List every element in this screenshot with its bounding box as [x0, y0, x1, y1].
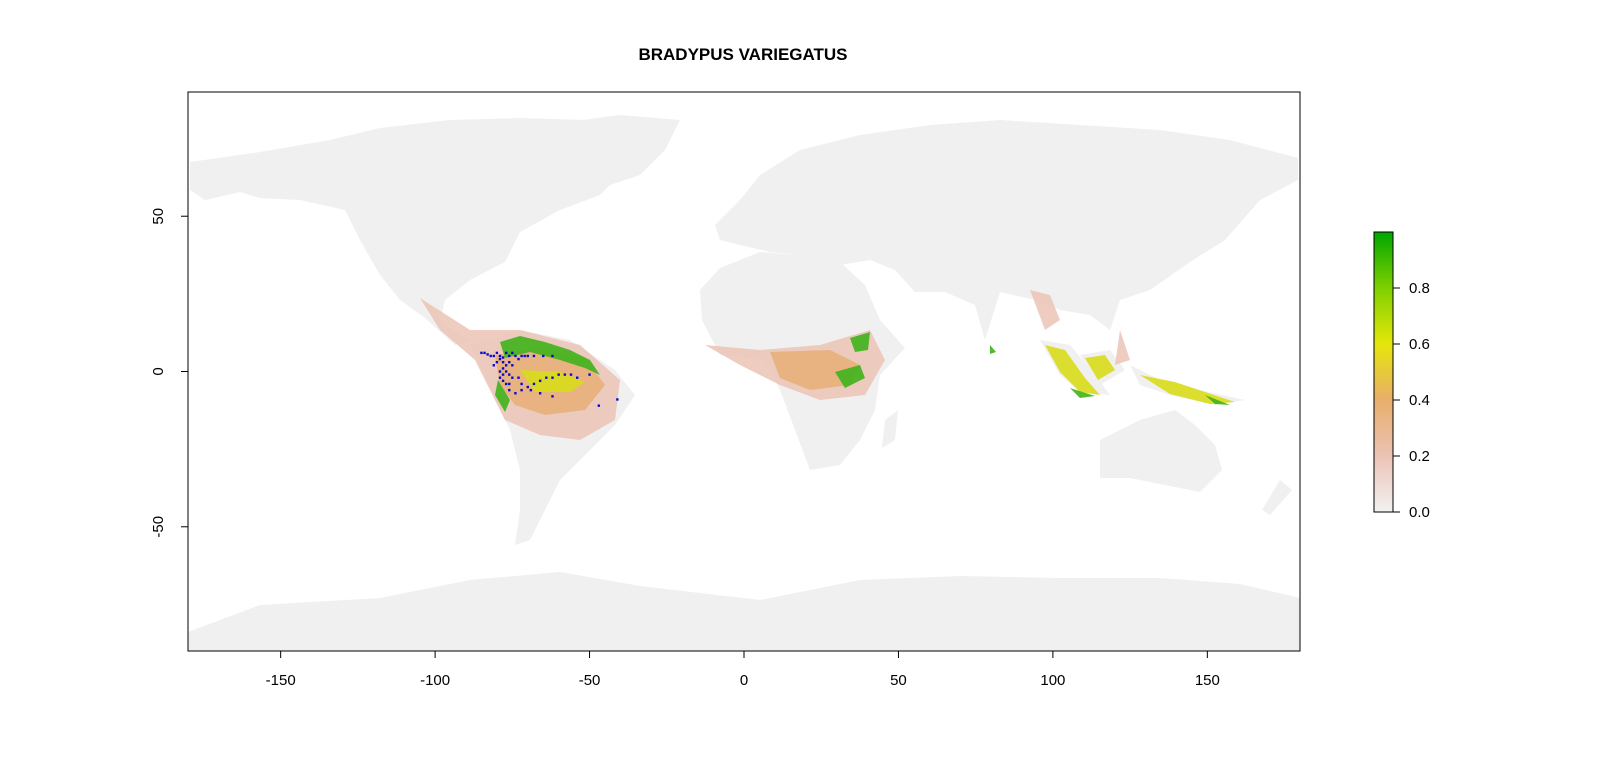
suitability-top-south-america: [495, 336, 600, 412]
occurrence-point: [542, 354, 545, 358]
landmass-north-america: [190, 118, 640, 345]
occurrence-point: [508, 388, 511, 392]
occurrence-point: [504, 351, 508, 355]
occurrence-point: [511, 351, 514, 355]
y-tick-label: -50: [150, 516, 167, 538]
occurrence-point: [483, 351, 486, 355]
landmass-antarctica: [188, 572, 1300, 651]
occurrence-point: [545, 376, 548, 379]
map-title: BRADYPUS VARIEGATUS: [638, 45, 847, 64]
x-axis: -150 -100 -50 0 50 100 150: [266, 650, 1220, 689]
occurrence-point: [551, 354, 554, 358]
occurrence-point: [597, 404, 601, 407]
occurrence-point: [532, 382, 536, 386]
occurrence-point: [538, 392, 542, 395]
landmass-madagascar: [882, 410, 898, 448]
occurrence-point: [489, 354, 492, 358]
occurrence-point: [551, 395, 554, 398]
landmass-greenland: [545, 115, 680, 185]
occurrence-point: [538, 379, 542, 383]
landmass-eurasia: [715, 120, 1298, 340]
legend-color-bar: [1373, 231, 1394, 513]
map-layer: [188, 115, 1300, 651]
occurrence-point: [517, 357, 520, 361]
occurrence-point: [520, 354, 523, 358]
legend-tick-label: 0.6: [1409, 336, 1430, 353]
occurrence-point: [569, 373, 573, 376]
occurrence-point: [501, 360, 505, 364]
suitability-mid-africa: [770, 350, 860, 390]
occurrence-point: [526, 385, 529, 389]
occurrence-point: [557, 373, 560, 376]
occurrence-point: [511, 364, 514, 367]
occurrence-point: [563, 373, 567, 376]
occurrence-point: [501, 373, 505, 376]
occurrence-point: [508, 360, 511, 364]
x-tick-label: 100: [1040, 672, 1065, 689]
occurrence-point: [498, 357, 502, 361]
landmass-australia: [1100, 410, 1222, 492]
occurrence-point: [501, 356, 505, 359]
occurrence-point: [588, 373, 591, 376]
occurrence-point: [532, 354, 536, 358]
occurrence-point: [504, 364, 508, 367]
suitability-low-asia: [1030, 290, 1130, 365]
suitability-high-asia: [1045, 345, 1235, 404]
y-axis: -50 0 50: [150, 208, 189, 538]
y-tick-label: 0: [150, 367, 167, 375]
occurrence-point: [523, 354, 526, 358]
x-tick-label: -150: [266, 672, 296, 689]
occurrence-point: [526, 354, 529, 358]
occurrence-point: [551, 376, 554, 379]
occurrence-point: [508, 382, 511, 386]
occurrence-point: [492, 364, 495, 367]
occurrence-point: [486, 353, 489, 356]
legend-tick-label: 0.4: [1409, 392, 1430, 409]
occurrence-point: [504, 370, 508, 373]
occurrence-point: [495, 351, 499, 355]
occurrence-point: [508, 354, 511, 358]
legend-ticks: 0.0 0.2 0.4 0.6 0.8: [1393, 280, 1430, 521]
occurrence-point: [492, 354, 495, 358]
occurrence-point: [616, 398, 619, 401]
occurrence-point: [514, 354, 517, 358]
occurrence-point: [508, 373, 511, 376]
occurrence-point: [504, 382, 508, 386]
occurrence-point: [520, 388, 523, 392]
occurrence-point: [529, 388, 533, 392]
legend-tick-label: 0.8: [1409, 280, 1430, 297]
x-tick-label: 150: [1195, 672, 1220, 689]
x-tick-label: -50: [579, 672, 601, 689]
x-tick-label: -100: [420, 672, 450, 689]
legend-tick-label: 0.0: [1409, 504, 1430, 521]
legend-tick-label: 0.2: [1409, 448, 1430, 465]
occurrence-point: [498, 354, 502, 358]
occurrence-point: [498, 370, 502, 373]
occurrence-point: [501, 367, 505, 370]
occurrence-point: [514, 392, 517, 395]
occurrence-point: [520, 382, 523, 386]
x-tick-label: 50: [890, 672, 907, 689]
occurrence-point: [511, 376, 514, 379]
suitability-top-africa: [835, 332, 870, 388]
x-tick-label: 0: [740, 672, 748, 689]
occurrence-point: [501, 379, 505, 383]
suitability-high-south-america: [520, 370, 585, 392]
occurrence-point: [495, 360, 499, 364]
landmass-new-zealand: [1262, 480, 1292, 515]
occurrence-point: [517, 376, 520, 379]
occurrence-point: [480, 351, 483, 355]
occurrence-points: [480, 351, 619, 407]
y-tick-label: 50: [150, 208, 167, 225]
occurrence-point: [576, 376, 579, 379]
occurrence-point: [498, 376, 502, 379]
